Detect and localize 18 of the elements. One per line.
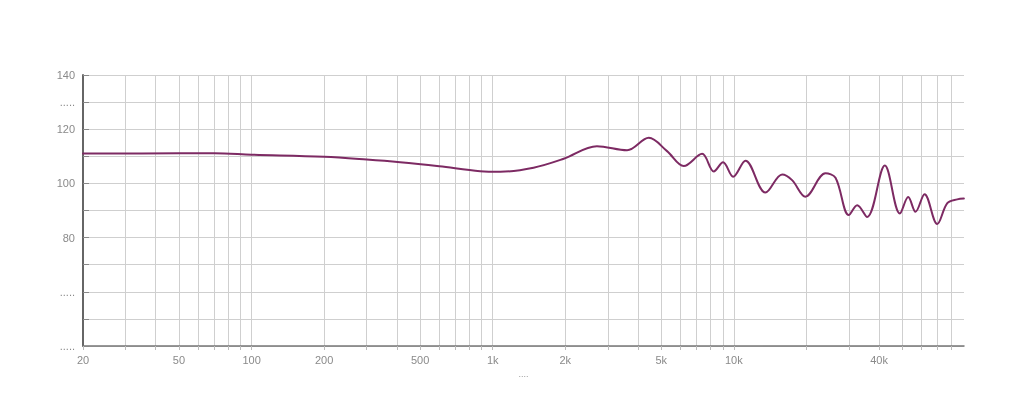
x-tick-label: 10k (725, 353, 744, 366)
x-tick-label: 20 (76, 353, 90, 366)
y-tick-label: ..... (59, 96, 75, 109)
y-tick-label: 80 (62, 231, 75, 244)
x-tick-label: 500 (410, 353, 430, 366)
x-tick-label: 5k (655, 353, 668, 366)
x-tick-label: 40k (870, 353, 889, 366)
y-tick-label: 120 (56, 123, 75, 136)
y-tick-label: 140 (56, 69, 75, 81)
y-tick-label: ..... (59, 285, 75, 298)
x-tick-label: 2k (559, 353, 572, 366)
x-axis-title: .... (518, 369, 529, 380)
x-tick-label: 100 (242, 353, 261, 366)
x-tick-label: 200 (314, 353, 334, 366)
y-tick-label: ..... (59, 340, 75, 352)
x-tick-label: 1k (486, 353, 500, 366)
x-tick-label: 50 (172, 353, 186, 366)
y-tick-label: 100 (56, 177, 75, 190)
